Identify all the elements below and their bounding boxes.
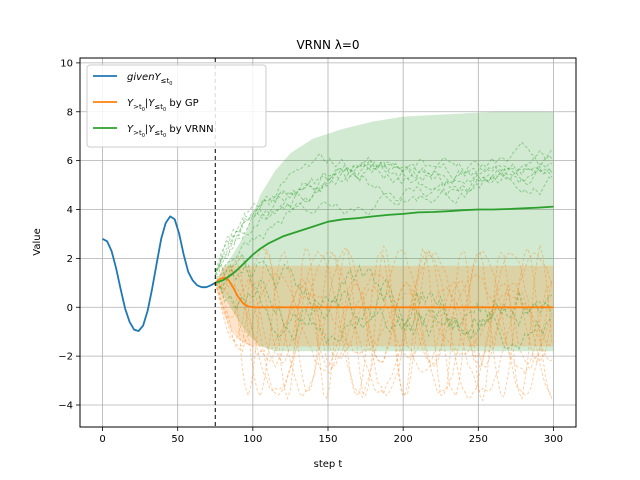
legend-box [86, 64, 267, 148]
grid [80, 58, 576, 427]
vrnn-uncertainty-band [215, 111, 554, 352]
legend: givenY≤t0 Y>t0|Y≤t0 by GP Y>t0|Y≤t0 by V… [86, 64, 267, 148]
x-tick-label: 0 [99, 434, 105, 445]
x-tick-label: 300 [544, 434, 563, 445]
vrnn-sample-path [214, 149, 553, 276]
x-tick-label: 50 [171, 434, 184, 445]
y-axis-label: Value [32, 228, 43, 255]
gp-sample-path [214, 247, 553, 400]
vrnn-mean-line [215, 205, 554, 284]
gp-sample-path [214, 249, 553, 399]
vrnn-sample-path [214, 141, 553, 271]
chart-title: VRNN λ=0 [296, 38, 359, 52]
y-tick-label: 0 [67, 303, 73, 314]
y-tick-label: 10 [60, 58, 73, 69]
y-tick-label: 8 [67, 107, 73, 118]
gp-sample-path [214, 272, 553, 375]
legend-label-gp: Y>t0|Y≤t0 by GP [127, 98, 199, 113]
uncertainty-bands [215, 111, 554, 352]
legend-label-vrnn: Y>t0|Y≤t0 by VRNN [127, 124, 214, 139]
y-tick-label: −4 [58, 401, 73, 412]
vrnn-sample-path [215, 156, 553, 272]
vrnn-sample-path [215, 252, 553, 345]
x-axis-label: step t [314, 459, 343, 470]
vrnn-sample-path [214, 164, 553, 276]
y-tick-label: 6 [67, 156, 73, 167]
sample-trajectories [214, 141, 553, 402]
gp-sample-path [214, 244, 553, 402]
vrnn-sample-path [214, 160, 553, 272]
gp-sample-path [215, 282, 553, 356]
legend-label-given: givenY≤t0 [127, 72, 172, 87]
series-lines [102, 205, 554, 332]
gp-sample-path [214, 248, 553, 398]
gp-sample-path [215, 251, 553, 395]
vrnn-sample-path [215, 161, 553, 276]
vrnn-sample-path [214, 260, 553, 351]
axis-ticks: 0 50 100 150 200 250 300 −4 −2 0 2 4 6 8 10 [58, 58, 563, 445]
x-tick-label: 200 [394, 434, 413, 445]
x-tick-label: 150 [318, 434, 337, 445]
gp-uncertainty-band [215, 265, 554, 347]
gp-sample-path [214, 277, 553, 369]
x-tick-label: 100 [243, 434, 262, 445]
y-tick-label: 2 [67, 254, 73, 265]
vrnn-sample-path [214, 283, 553, 341]
gp-sample-path [214, 282, 553, 363]
gp-sample-path [214, 280, 553, 369]
vrnn-sample-path [215, 170, 553, 278]
x-tick-label: 250 [469, 434, 488, 445]
given-series-line [102, 215, 216, 332]
y-tick-label: −2 [58, 352, 73, 363]
y-tick-label: 4 [67, 205, 73, 216]
